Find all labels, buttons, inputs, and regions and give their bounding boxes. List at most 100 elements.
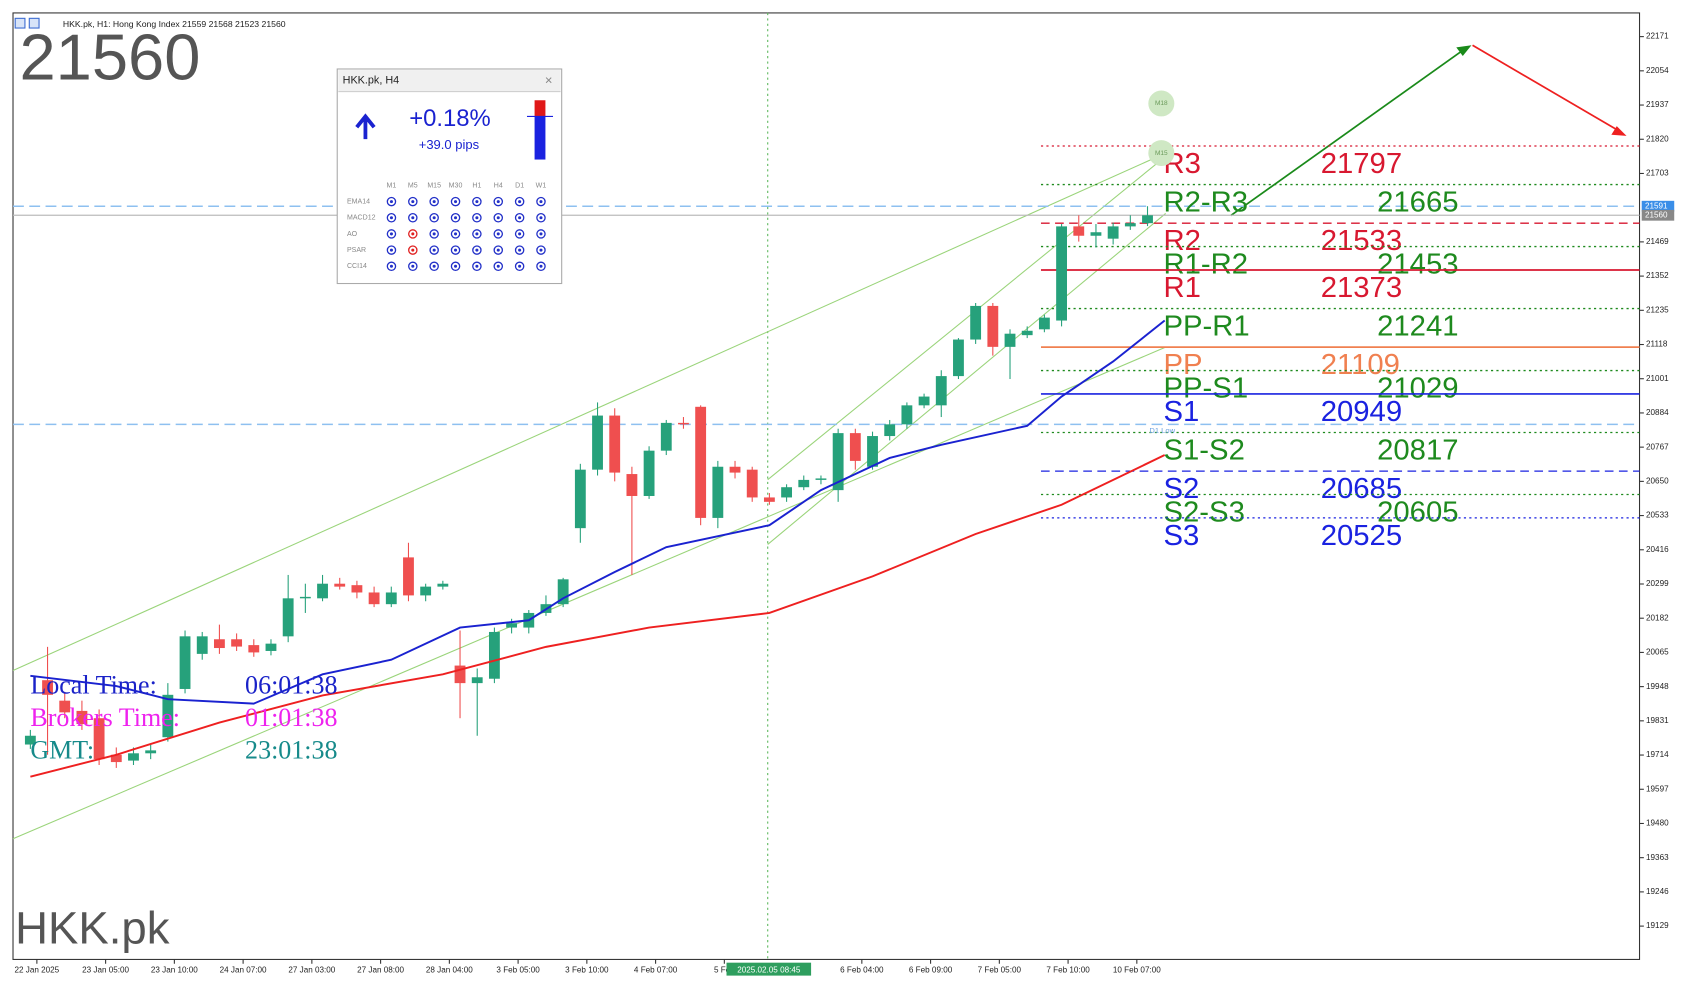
candle-body [918,396,930,406]
pivot-name: R2-R3 [1164,187,1249,219]
indicator-name: AO [347,231,358,238]
crosshair-time: 2025.02.05 08:45 [737,965,801,974]
signal-dot [386,261,397,272]
chart-frame [12,12,1641,960]
pivot-value: 21241 [1377,311,1458,343]
pivot-value: 21109 [1321,349,1400,381]
time-label: 27 Jan 03:00 [288,965,335,974]
time-label: 22 Jan 2025 [15,965,60,974]
signal-dot [472,213,482,223]
signal-dot [429,261,439,272]
candle-body [884,424,896,437]
candle-body [179,636,191,689]
candle-body [403,557,414,596]
price-label: 19129 [1646,921,1669,930]
candle-body [1142,215,1153,224]
trend-arrow [1472,44,1621,133]
candle-body [265,643,277,651]
icon [28,17,40,29]
price-label: 22054 [1646,66,1669,75]
time-label: 27 Jan 08:00 [357,965,404,974]
price-label: 21352 [1646,271,1669,280]
signal-dot [386,229,397,239]
signal-dot-center [475,248,479,252]
candle-body [746,469,758,498]
candle-body [162,694,174,738]
candle-body [849,433,861,461]
candle-body [76,710,88,725]
close-button[interactable]: × [545,72,553,87]
pivot-name: R2 [1164,225,1201,257]
candle-body [953,339,964,377]
candle-body [196,636,208,654]
indicator-name: CCI14 [347,263,367,270]
candle-body [24,735,36,745]
candle-body [488,631,500,679]
candle-body [1038,317,1050,330]
price-tag-label: 21560 [1645,210,1668,219]
pivot-name: R1-R2 [1164,249,1249,281]
signal-dot-center [411,232,415,236]
signal-dot [450,213,461,223]
time-label: 4 Feb 07:00 [634,965,678,974]
candle-body [506,623,518,628]
time-label: 28 Jan 04:00 [426,965,473,974]
candle-body [454,665,466,684]
signal-dot-center [389,264,393,268]
signal-dot [514,245,525,255]
signal-dot [536,245,546,255]
candle-body [437,583,449,587]
signal-dot-center [496,232,500,236]
candle-body [145,750,157,754]
signal-dot [429,196,439,207]
arrow-head [1611,126,1627,136]
time-label: 23 Jan 05:00 [82,965,129,974]
price-tag [1641,200,1675,212]
signal-dot [514,213,525,223]
change-pips: +39.0 pips [419,137,480,152]
pivot-name: R1 [1164,272,1201,304]
time-label: 7 Feb 05:00 [978,965,1022,974]
time-label: 23 Jan 10:00 [151,965,198,974]
price-label: 20182 [1646,613,1669,622]
signal-dot [536,213,546,223]
signal-dot-center [518,200,522,204]
candle-body [368,592,380,605]
candle-body [231,639,243,647]
signal-dot [493,245,504,255]
signal-dot-center [454,216,458,220]
symbol-watermark: HKK.pk [15,902,170,953]
price-label: 21703 [1646,169,1669,178]
pivot-value: 21029 [1377,373,1458,405]
candle-body [660,422,672,451]
signal-dot-center [539,232,543,236]
signal-dot-center [518,248,522,252]
widget-titlebar [338,70,561,92]
time-label: 3 Feb 05:00 [496,965,540,974]
timeframe-label: M15 [427,182,441,189]
signal-dot-center [496,248,500,252]
timeframe-label: D1 [515,182,524,189]
candle-body [781,487,793,498]
candle-body [282,598,294,637]
level-label: D1 Low [1149,426,1175,435]
signal-dot-center [432,232,436,236]
timeframe-label: W1 [536,182,547,189]
signal-dot-center [518,232,522,236]
signal-dot-center [518,264,522,268]
timeframe-label: H4 [494,182,503,189]
candle-body [42,680,53,695]
widget-panel [336,68,563,285]
pivot-value: 21665 [1377,187,1458,219]
timeframe-label: H1 [472,182,481,189]
signal-dot-center [518,216,522,220]
price-label: 19246 [1646,887,1669,896]
pivot-value: 21453 [1377,249,1458,281]
pivot-value: 21533 [1321,225,1402,257]
signal-dot [408,196,418,207]
price-label: 21235 [1646,305,1669,314]
clock-value: 06:01:38 [245,671,338,700]
signal-dot [472,245,482,255]
candle-body [935,376,947,406]
